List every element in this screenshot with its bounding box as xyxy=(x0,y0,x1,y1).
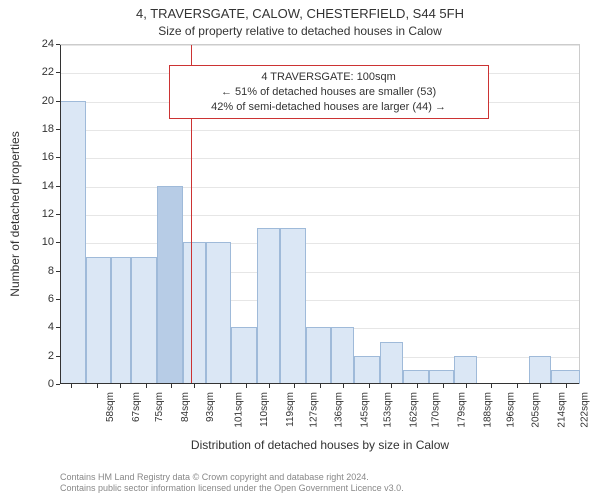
x-axis-label: Distribution of detached houses by size … xyxy=(60,438,580,452)
chart-title: 4, TRAVERSGATE, CALOW, CHESTERFIELD, S44… xyxy=(0,6,600,21)
x-tick-label: 179sqm xyxy=(457,392,468,428)
x-tick-mark xyxy=(443,384,444,388)
x-tick-mark xyxy=(120,384,121,388)
histogram-bar xyxy=(454,356,477,384)
histogram-bar xyxy=(206,242,232,384)
x-tick-label: 67sqm xyxy=(131,392,142,422)
histogram-bar xyxy=(157,186,183,384)
histogram-bar xyxy=(306,327,332,384)
x-tick-label: 101sqm xyxy=(234,392,245,428)
x-tick-label: 110sqm xyxy=(259,392,270,427)
x-tick-label: 188sqm xyxy=(482,392,493,428)
x-tick-mark xyxy=(97,384,98,388)
x-tick-mark xyxy=(491,384,492,388)
x-tick-label: 153sqm xyxy=(382,392,393,428)
x-tick-label: 136sqm xyxy=(334,392,345,428)
x-tick-label: 145sqm xyxy=(360,392,371,428)
annotation: 4 TRAVERSGATE: 100sqm← 51% of detached h… xyxy=(169,65,489,120)
y-tick-label: 14 xyxy=(24,180,54,192)
gridline xyxy=(60,187,579,188)
x-tick-label: 162sqm xyxy=(408,392,419,428)
histogram-bar xyxy=(429,370,455,384)
chart-container: 4, TRAVERSGATE, CALOW, CHESTERFIELD, S44… xyxy=(0,0,600,500)
y-axis xyxy=(60,45,61,384)
x-tick-mark xyxy=(320,384,321,388)
histogram-bar xyxy=(86,257,112,385)
gridline xyxy=(60,45,579,46)
plot-area: 4 TRAVERSGATE: 100sqm← 51% of detached h… xyxy=(60,44,580,384)
annotation-line: ← 51% of detached houses are smaller (53… xyxy=(176,85,482,100)
x-tick-mark xyxy=(269,384,270,388)
x-tick-label: 93sqm xyxy=(205,392,216,422)
x-tick-mark xyxy=(246,384,247,388)
x-tick-label: 170sqm xyxy=(431,392,442,428)
x-tick-mark xyxy=(194,384,195,388)
x-tick-mark xyxy=(171,384,172,388)
x-tick-mark xyxy=(71,384,72,388)
attribution-line1: Contains HM Land Registry data © Crown c… xyxy=(60,472,580,483)
y-tick-label: 2 xyxy=(24,350,54,362)
x-tick-mark xyxy=(540,384,541,388)
histogram-bar xyxy=(131,257,157,385)
x-tick-label: 214sqm xyxy=(557,392,568,428)
x-tick-label: 205sqm xyxy=(531,392,542,428)
histogram-bar xyxy=(403,370,429,384)
x-tick-label: 119sqm xyxy=(285,392,296,427)
x-tick-mark xyxy=(566,384,567,388)
y-tick-label: 22 xyxy=(24,66,54,78)
histogram-bar xyxy=(231,327,257,384)
x-tick-mark xyxy=(369,384,370,388)
gridline xyxy=(60,215,579,216)
x-tick-mark xyxy=(294,384,295,388)
y-tick-label: 16 xyxy=(24,151,54,163)
histogram-bar xyxy=(280,228,306,384)
x-tick-label: 222sqm xyxy=(580,392,591,428)
y-tick-label: 0 xyxy=(24,378,54,390)
gridline xyxy=(60,158,579,159)
y-tick-label: 20 xyxy=(24,95,54,107)
y-tick-label: 6 xyxy=(24,293,54,305)
y-tick-label: 4 xyxy=(24,321,54,333)
histogram-bar xyxy=(60,101,86,384)
y-tick-label: 8 xyxy=(24,265,54,277)
x-tick-label: 75sqm xyxy=(154,392,165,422)
attribution-line2: Contains public sector information licen… xyxy=(60,483,580,494)
histogram-bar xyxy=(380,342,403,385)
gridline xyxy=(60,130,579,131)
histogram-bar xyxy=(183,242,206,384)
x-tick-mark xyxy=(343,384,344,388)
x-tick-label: 84sqm xyxy=(180,392,191,422)
x-tick-mark xyxy=(517,384,518,388)
histogram-bar xyxy=(354,356,380,384)
y-tick-mark xyxy=(56,384,60,385)
x-tick-label: 196sqm xyxy=(505,392,516,428)
histogram-bar xyxy=(111,257,131,385)
annotation-line: 4 TRAVERSGATE: 100sqm xyxy=(176,70,482,85)
histogram-bar xyxy=(529,356,552,384)
histogram-bar xyxy=(257,228,280,384)
x-tick-label: 127sqm xyxy=(308,392,319,428)
histogram-bar xyxy=(331,327,354,384)
y-tick-label: 10 xyxy=(24,236,54,248)
gridline xyxy=(60,243,579,244)
x-tick-mark xyxy=(146,384,147,388)
x-tick-mark xyxy=(220,384,221,388)
x-tick-label: 58sqm xyxy=(105,392,116,422)
y-tick-label: 12 xyxy=(24,208,54,220)
y-axis-label: Number of detached properties xyxy=(8,131,22,296)
chart-subtitle: Size of property relative to detached ho… xyxy=(0,24,600,38)
x-tick-mark xyxy=(391,384,392,388)
y-tick-label: 18 xyxy=(24,123,54,135)
annotation-line: 42% of semi-detached houses are larger (… xyxy=(176,100,482,115)
x-tick-mark xyxy=(466,384,467,388)
attribution: Contains HM Land Registry data © Crown c… xyxy=(60,472,580,495)
y-tick-label: 24 xyxy=(24,38,54,50)
x-tick-mark xyxy=(417,384,418,388)
histogram-bar xyxy=(551,370,580,384)
